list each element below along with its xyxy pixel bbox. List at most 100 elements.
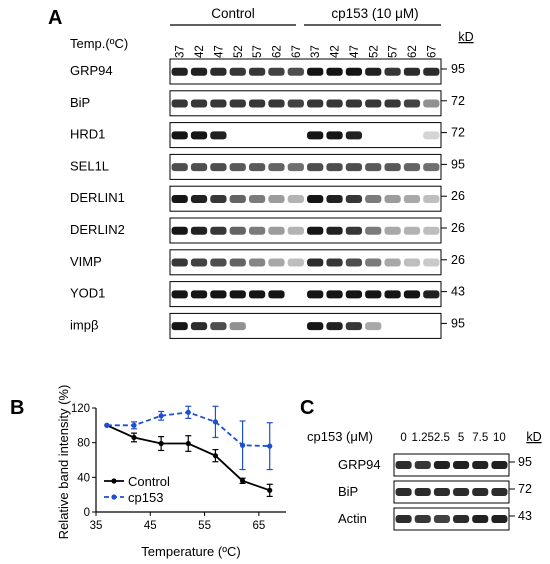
blot-band [171, 67, 188, 76]
blot-band [433, 515, 450, 523]
legend-label: Control [128, 474, 170, 489]
temp-tick-label: 62 [407, 45, 419, 58]
blot-band [210, 99, 227, 108]
blot-band [326, 290, 343, 299]
marker-label: 26 [451, 189, 465, 203]
blot-band [229, 99, 246, 108]
blot-band [210, 194, 227, 203]
temp-tick-label: 52 [368, 45, 380, 58]
blot-band [453, 488, 470, 496]
y-tick-label: 120 [71, 403, 90, 415]
blot-label: impβ [70, 317, 98, 332]
blot-band [229, 290, 246, 299]
blot-band [423, 258, 440, 267]
blot-band [326, 194, 343, 203]
temp-tick-label: 37 [310, 45, 322, 58]
blot-band [248, 226, 266, 235]
temp-tick-label: 67 [426, 45, 438, 58]
blot-band [268, 163, 285, 172]
blot-label: SEL1L [70, 158, 109, 173]
blot-label: GRP94 [70, 63, 113, 78]
dose-ticks: 0 1.25 2.5 5 7.5 10 [400, 432, 505, 444]
dose-tick-label: 1.25 [412, 432, 434, 444]
blot-band [326, 99, 343, 108]
blot-band [287, 67, 304, 76]
temp-tick-label: 47 [349, 45, 361, 58]
panel-b-letter: B [10, 397, 24, 419]
blot-band [248, 194, 266, 203]
blot-band [403, 226, 421, 235]
blot-band [248, 67, 266, 76]
blot-band [326, 226, 343, 235]
blot-band [384, 67, 401, 76]
blot-label: HRD1 [70, 127, 105, 142]
blot-band [307, 99, 324, 108]
group-control-label: Control [211, 6, 255, 21]
blot-band [307, 290, 324, 299]
marker-label: 95 [451, 157, 465, 171]
kd-header-a: kD [458, 30, 473, 44]
marker-label: 72 [451, 94, 465, 108]
blot-band [171, 99, 188, 108]
blot-frame [393, 507, 510, 531]
blot-band [171, 131, 188, 140]
blot-band [365, 163, 382, 172]
temp-tick-label: 47 [213, 45, 225, 58]
blot-band [403, 290, 421, 299]
x-tick-label: 55 [198, 520, 211, 532]
temp-tick-label: 67 [291, 45, 303, 58]
blot-band [433, 461, 450, 469]
y-axis-label: Relative band intensity (%) [56, 385, 71, 540]
blot-band [403, 194, 421, 203]
data-point [131, 434, 137, 441]
x-tick-label: 35 [90, 520, 103, 532]
blot-band [491, 461, 508, 469]
blot-band [345, 131, 363, 140]
blot-label: VIMP [70, 254, 102, 269]
data-point [104, 422, 110, 428]
blot-band [326, 322, 343, 331]
blot-band [229, 226, 246, 235]
kd-header-c: kD [526, 430, 541, 444]
blot-band [403, 163, 421, 172]
blot-band [472, 488, 489, 496]
blot-band [433, 488, 450, 496]
dose-tick-label: 0 [400, 432, 406, 444]
blot-band [307, 67, 324, 76]
blot-band [326, 258, 343, 267]
blot-band [414, 488, 431, 496]
dose-label: cp153 (μM) [307, 429, 373, 444]
blot-band [190, 194, 208, 203]
dose-tick-label: 10 [493, 432, 506, 444]
blot-band [384, 290, 401, 299]
temp-label: Temp.(ºC) [70, 36, 128, 51]
data-point [158, 413, 164, 419]
data-point [185, 440, 191, 447]
data-point [212, 453, 219, 459]
blot-band [268, 67, 285, 76]
y-tick-label: 40 [77, 472, 90, 484]
dose-tick-label: 7.5 [472, 432, 488, 444]
x-tick-label: 45 [144, 520, 157, 532]
blot-band [491, 515, 508, 523]
blot-band [287, 226, 304, 235]
blot-band [248, 258, 266, 267]
blot-frame [393, 453, 510, 477]
blot-band [190, 322, 208, 331]
temp-tick-label: 42 [330, 45, 342, 58]
blot-band [384, 163, 401, 172]
blot-band [190, 226, 208, 235]
blot-band [229, 194, 246, 203]
blot-band [210, 290, 227, 299]
blot-band [395, 488, 412, 496]
temp-tick-label: 37 [175, 45, 187, 58]
blot-band [268, 290, 285, 299]
blot-band [268, 99, 285, 108]
blot-label: BiP [338, 484, 358, 499]
blot-band [365, 99, 382, 108]
blot-band [287, 163, 304, 172]
blot-band [287, 99, 304, 108]
blot-band [403, 67, 421, 76]
